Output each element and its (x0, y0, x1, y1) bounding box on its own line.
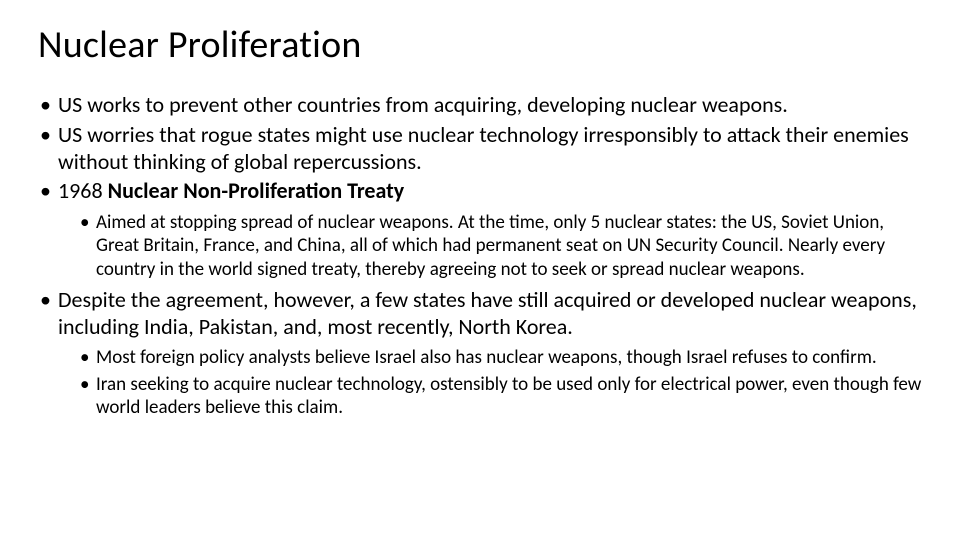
sub-bullet-item: Iran seeking to acquire nuclear technolo… (78, 373, 922, 419)
bullet-text-prefix: 1968 (58, 177, 108, 204)
sub-bullet-item: Aimed at stopping spread of nuclear weap… (78, 211, 922, 281)
slide-title: Nuclear Proliferation (38, 22, 922, 68)
bullet-item: Despite the agreement, however, a few st… (38, 287, 922, 341)
sub-bullet-item: Most foreign policy analysts believe Isr… (78, 346, 922, 369)
bullet-text-bold: Nuclear Non-Proliferation Treaty (108, 177, 405, 204)
sub-bullet-list: Most foreign policy analysts believe Isr… (38, 346, 922, 419)
slide: Nuclear Proliferation US works to preven… (0, 0, 960, 540)
bullet-list: US works to prevent other countries from… (38, 92, 922, 340)
sub-bullet-list: Aimed at stopping spread of nuclear weap… (58, 211, 922, 281)
bullet-item: 1968 Nuclear Non-Proliferation Treaty Ai… (38, 178, 922, 280)
bullet-item: US works to prevent other countries from… (38, 92, 922, 119)
bullet-item: US worries that rogue states might use n… (38, 122, 922, 176)
